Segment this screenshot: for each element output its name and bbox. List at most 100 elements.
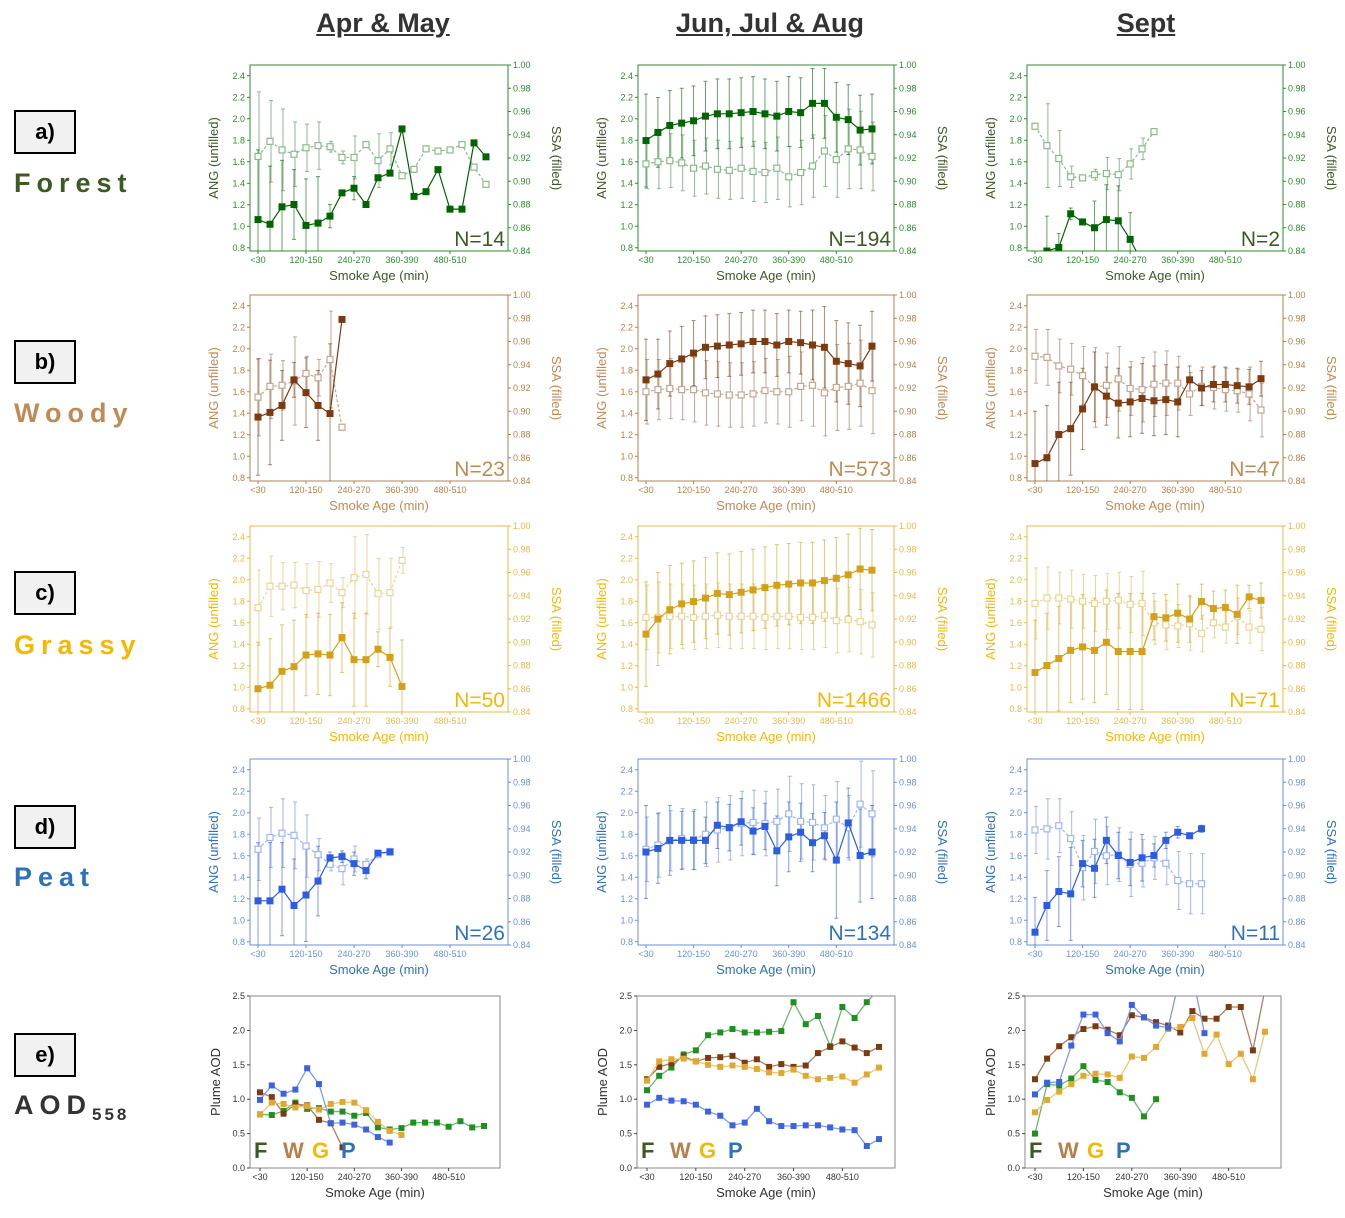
ssa-point xyxy=(1090,864,1098,872)
aod-point-grassy xyxy=(386,1127,393,1134)
aod-point-peat xyxy=(863,1142,870,1149)
y-left-tick-label: 1.6 xyxy=(232,157,245,167)
ssa-point xyxy=(868,125,876,133)
y-tick-label: 2.0 xyxy=(232,1025,245,1035)
ang-point xyxy=(386,145,394,153)
y-left-tick-label: 1.4 xyxy=(232,408,245,418)
y-left-tick-label: 1.0 xyxy=(232,915,245,925)
plot-area: 0.8 1.0 1.2 1.4 1.6 1.8 2.0 2.2 2.4 0.84 0.86 0.88 0… xyxy=(983,60,1339,283)
ang-point xyxy=(1102,169,1110,178)
aod-point-forest xyxy=(839,1004,846,1011)
ssa-point xyxy=(1221,603,1229,611)
x-tick-label: 120-150 xyxy=(1066,716,1099,726)
y-left-tick-label: 1.4 xyxy=(232,872,245,882)
y-tick-label: 1.5 xyxy=(619,1060,632,1070)
y-right-tick-label: 0.88 xyxy=(513,200,531,210)
row-b-box: b) xyxy=(14,340,76,384)
panel-peat-0: 0.8 1.0 1.2 1.4 1.6 1.8 2.0 2.2 2.4 0.84 0.86 0.88 0… xyxy=(206,754,564,977)
y-left-tick-label: 1.0 xyxy=(232,221,245,231)
aod-point-peat xyxy=(814,1122,821,1129)
ssa-point xyxy=(1090,224,1098,232)
ang-point xyxy=(1102,852,1110,860)
x-tick-label: <30 xyxy=(638,716,653,726)
aod-point-grassy xyxy=(1140,1054,1147,1061)
y-right-tick-label: 0.88 xyxy=(1288,894,1306,904)
series-group xyxy=(642,306,876,437)
ang-point xyxy=(1150,128,1158,136)
ssa-point xyxy=(1150,397,1158,405)
x-tick-label: 240-270 xyxy=(725,255,758,265)
ssa-point xyxy=(690,349,698,357)
aod-point-peat xyxy=(802,1122,809,1129)
ang-point xyxy=(1043,594,1051,602)
ssa-point xyxy=(1126,398,1134,406)
y-left-tick-label: 2.0 xyxy=(1009,808,1022,818)
ang-point xyxy=(701,162,710,170)
ang-point xyxy=(314,374,322,382)
y-right-tick-label: 0.98 xyxy=(899,313,917,323)
plot-area: 0.8 1.0 1.2 1.4 1.6 1.8 2.0 2.2 2.4 0.84 0.86 0.88 0… xyxy=(594,521,950,744)
y-right-tick-label: 0.98 xyxy=(899,83,917,93)
y-right-tick-label: 1.00 xyxy=(1288,754,1306,764)
ssa-point xyxy=(1079,860,1087,868)
ssa-point xyxy=(1079,218,1087,226)
ssa-point xyxy=(820,832,828,840)
plot-area: 0.0 0.5 1.0 1.5 2.0 2.5 <30 120-150 240-270 360-3… xyxy=(983,991,1282,1200)
x-tick-label: 240-270 xyxy=(725,949,758,959)
legend-letter-w: W xyxy=(1058,1138,1079,1163)
x-axis-label: Smoke Age (min) xyxy=(1105,268,1205,283)
aod-point-peat xyxy=(292,1086,299,1093)
row-e-label-main: AOD xyxy=(14,1090,92,1120)
y-left-tick-label: 2.2 xyxy=(232,786,245,796)
aod-point-forest xyxy=(268,1112,275,1119)
ssa-point xyxy=(749,108,757,115)
aod-point-grassy xyxy=(374,1118,381,1125)
ang-point xyxy=(1078,372,1087,380)
x-axis-label: Smoke Age (min) xyxy=(716,498,816,513)
ang-point xyxy=(1126,160,1134,168)
ssa-point xyxy=(374,849,382,857)
ssa-point xyxy=(1138,854,1146,862)
ang-point xyxy=(1078,174,1087,182)
ssa-point xyxy=(1233,610,1241,618)
aod-point-grassy xyxy=(1128,1053,1135,1060)
ang-point xyxy=(820,147,829,155)
ssa-point xyxy=(1043,662,1051,669)
ssa-point xyxy=(338,315,346,323)
aod-point-grassy xyxy=(863,1071,870,1078)
x-tick-label: 360-390 xyxy=(772,255,805,265)
aod-point-woody xyxy=(1068,1034,1075,1041)
aod-point-forest xyxy=(469,1124,476,1131)
ssa-point xyxy=(701,343,709,351)
x-tick-label: 120-150 xyxy=(1066,255,1099,265)
y-right-tick-label: 0.90 xyxy=(513,176,531,186)
ssa-point xyxy=(1114,217,1122,225)
series-group xyxy=(254,91,490,251)
y-right-tick-label: 0.94 xyxy=(1288,824,1306,834)
ang-point xyxy=(470,163,478,171)
aod-point-forest xyxy=(644,1087,650,1094)
ssa-point xyxy=(1102,836,1110,844)
panel-aod-2: 0.0 0.5 1.0 1.5 2.0 2.5 <30 120-150 240-270 360-3… xyxy=(983,991,1282,1200)
ssa-point xyxy=(458,205,466,213)
y-right-tick-label: 0.88 xyxy=(513,430,531,440)
aod-point-forest xyxy=(1092,1076,1099,1083)
ssa-point xyxy=(678,119,686,127)
ang-series-line xyxy=(257,832,391,870)
x-tick-label: 240-270 xyxy=(337,255,370,265)
y-left-tick-label: 1.4 xyxy=(620,872,633,882)
column-header-jun-jul-aug: Jun, Jul & Aug xyxy=(676,8,864,38)
aod-point-grassy xyxy=(827,1074,834,1081)
y-left-tick-label: 0.8 xyxy=(1009,937,1022,947)
series-group xyxy=(254,798,394,945)
y-left-tick-label: 0.8 xyxy=(1009,704,1022,714)
aod-point-grassy xyxy=(680,1055,687,1062)
ssa-point xyxy=(314,650,322,658)
aod-point-grassy xyxy=(814,1076,821,1083)
y-right-tick-label: 0.90 xyxy=(899,870,917,880)
y-right-tick-label: 1.00 xyxy=(1288,60,1306,70)
ssa-point xyxy=(302,389,310,397)
ang-point xyxy=(856,146,864,154)
y-right-tick-label: 0.88 xyxy=(899,661,917,671)
aod-point-peat xyxy=(1080,1011,1087,1018)
